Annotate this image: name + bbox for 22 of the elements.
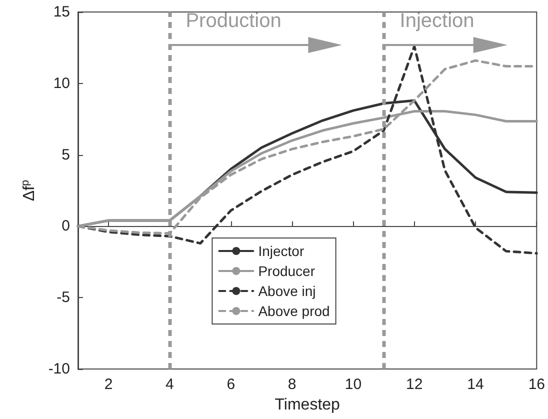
y-tick-label: 0: [62, 218, 70, 235]
annotation: Injection: [400, 10, 474, 33]
x-tick-label: 8: [288, 376, 296, 393]
x-tick-label: 6: [226, 376, 236, 393]
legend-label: Above inj: [258, 283, 316, 299]
y-tick-label: -5: [56, 289, 70, 306]
y-tick-label: 15: [53, 4, 70, 20]
y-axis-title: Δfp: [19, 180, 38, 202]
x-tick-label: 2: [104, 376, 113, 393]
x-tick-label: 4: [166, 376, 174, 393]
legend-label: Producer: [258, 263, 316, 279]
legend-label: Above prod: [258, 303, 330, 319]
legend-label: Injector: [258, 243, 304, 259]
y-tick-label: 10: [53, 74, 70, 92]
x-tick-label: 10: [344, 376, 362, 393]
x-tick-label: 12: [406, 376, 423, 393]
x-axis-title: Timestep: [274, 396, 340, 414]
x-tick-label: 14: [467, 376, 484, 393]
x-tick-label: 16: [528, 376, 545, 393]
y-tick-label: -10: [48, 360, 70, 378]
y-tick-label: 5: [62, 146, 70, 164]
annotation: Production: [186, 10, 282, 33]
